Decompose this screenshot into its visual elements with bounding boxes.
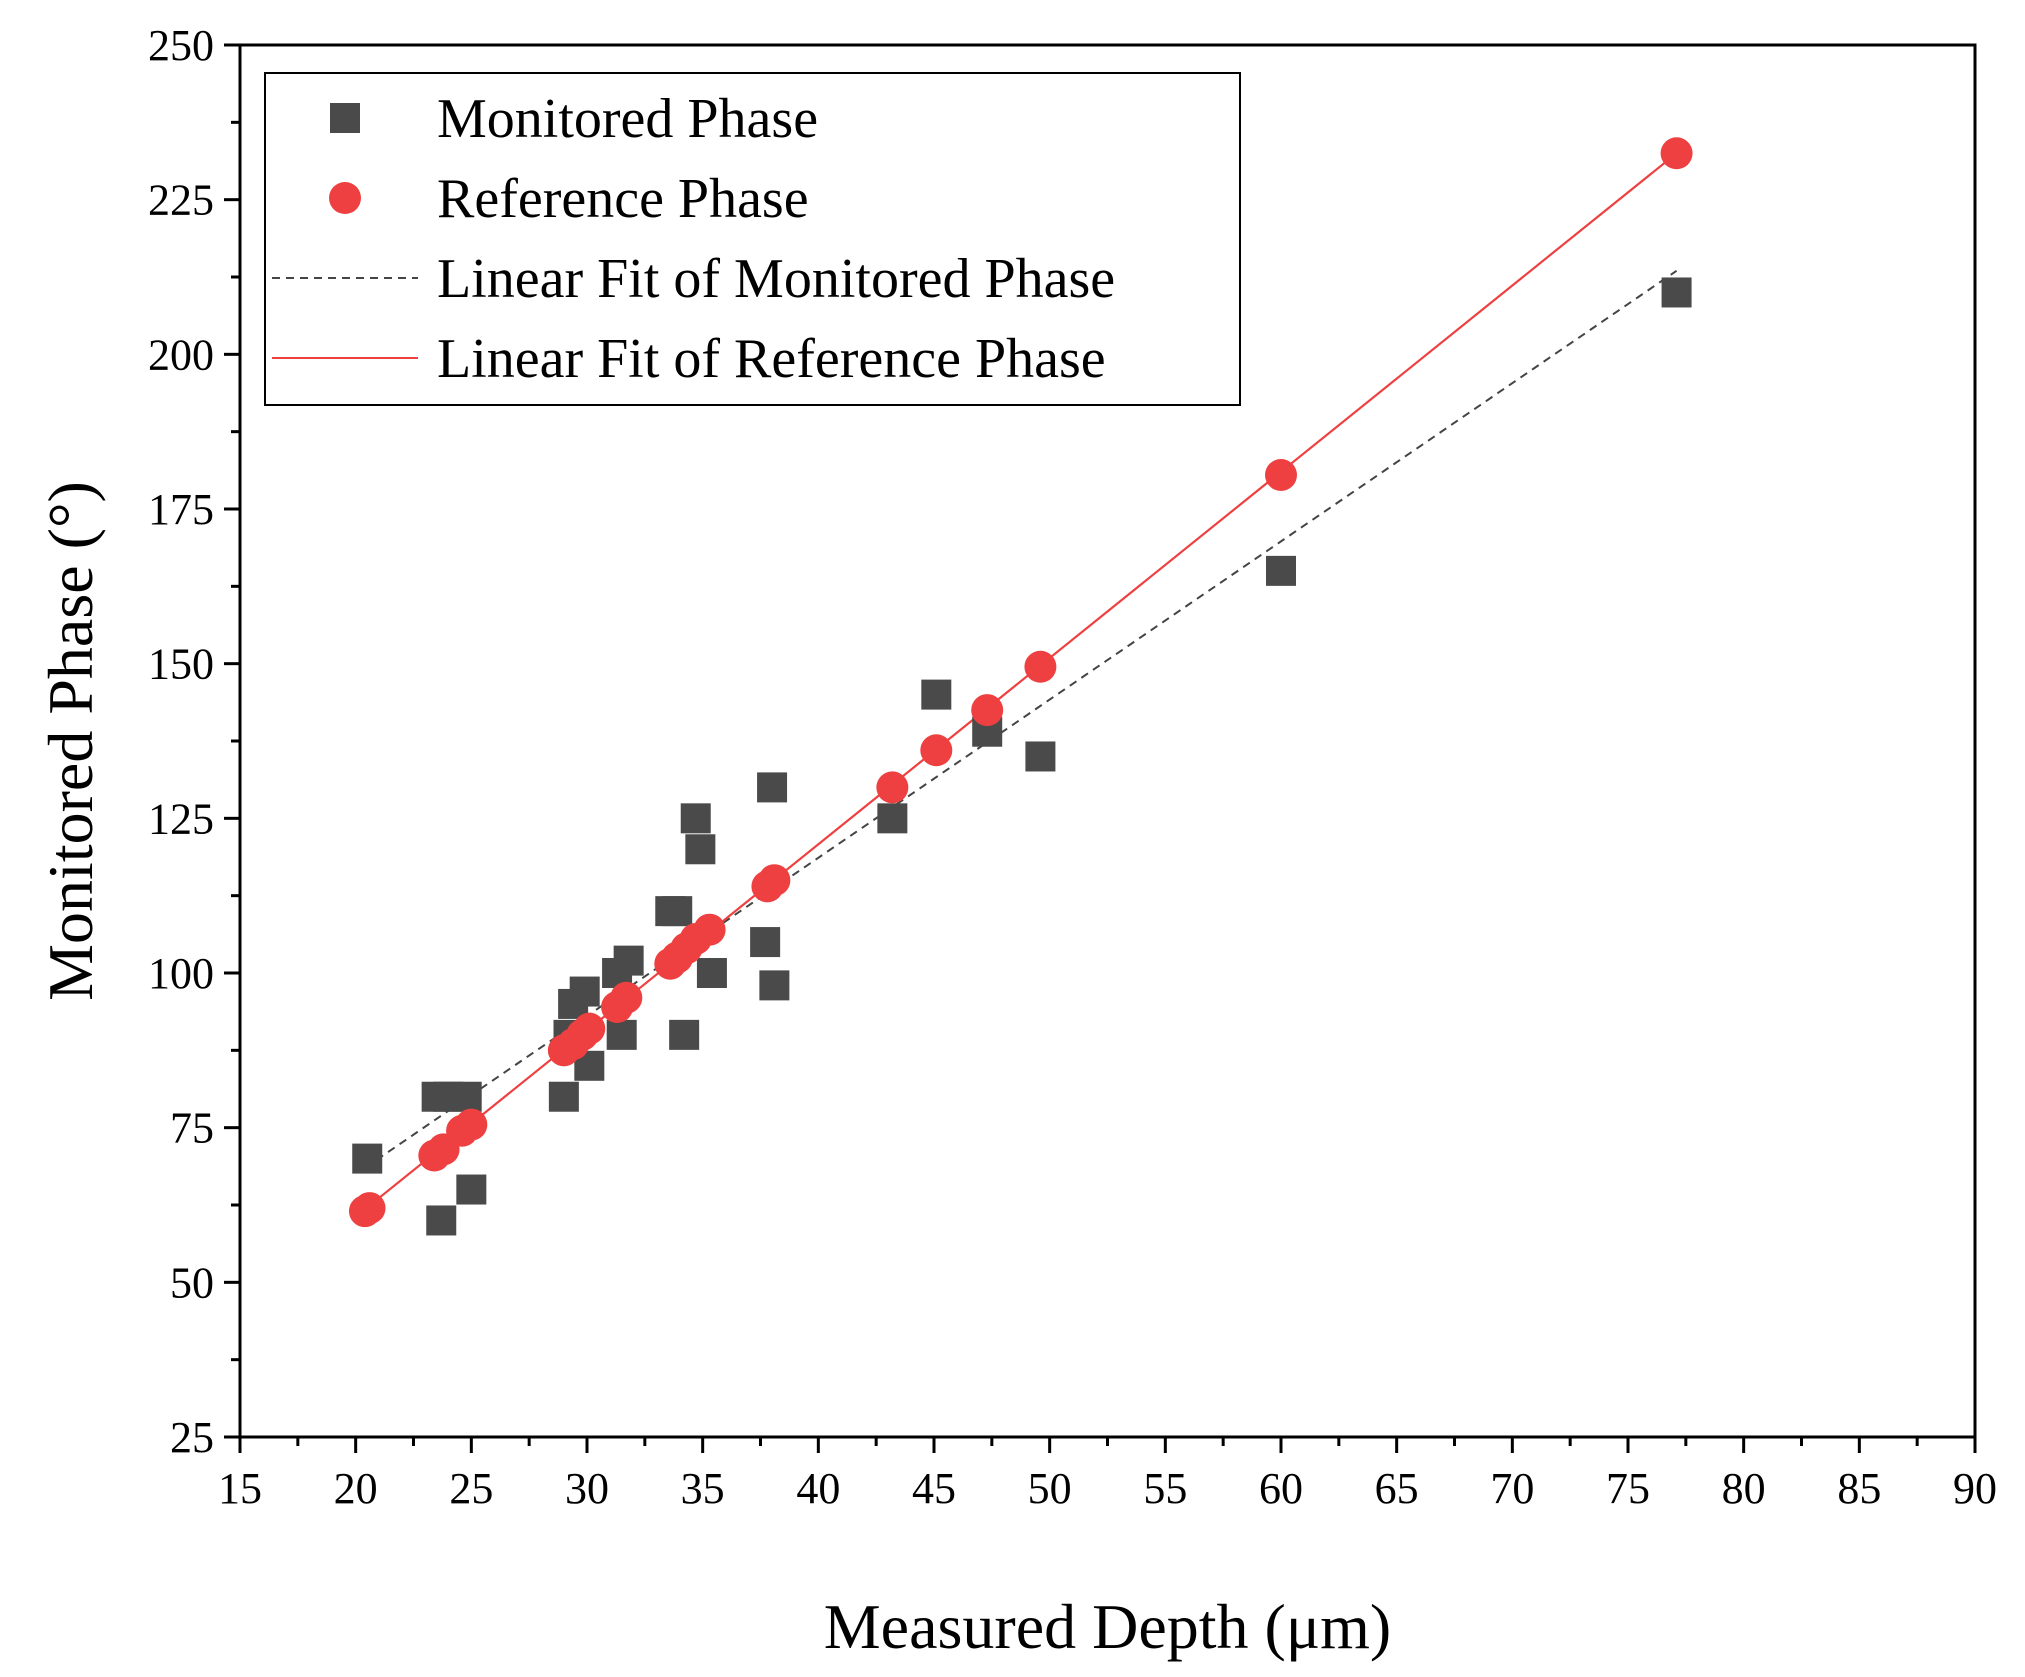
y-tick-label: 25 — [170, 1413, 214, 1462]
legend-symbol-reference-phase — [329, 182, 361, 214]
legend-symbol-monitored-phase — [330, 103, 360, 133]
reference-phase-point — [455, 1108, 488, 1141]
x-tick-label: 65 — [1375, 1464, 1419, 1513]
legend: Monitored Phase Reference Phase Linear Fit… — [264, 72, 1241, 406]
reference-phase-point — [1024, 650, 1057, 683]
y-tick-label: 225 — [148, 176, 214, 225]
reference-phase-point — [353, 1192, 386, 1225]
y-tick-label: 125 — [148, 794, 214, 843]
monitored-phase-point — [680, 803, 711, 834]
legend-label: Linear Fit of Reference Phase — [437, 328, 1106, 390]
y-tick-label: 250 — [148, 21, 214, 70]
y-tick-label: 175 — [148, 485, 214, 534]
monitored-phase-point — [426, 1205, 457, 1236]
reference-phase-point — [758, 864, 791, 897]
x-tick-label: 20 — [334, 1464, 378, 1513]
legend-label: Linear Fit of Monitored Phase — [437, 248, 1115, 310]
x-axis-title: Measured Depth (μm) — [824, 1591, 1391, 1662]
x-tick-label: 30 — [565, 1464, 609, 1513]
monitored-phase-point — [352, 1143, 383, 1174]
monitored-phase-point — [877, 803, 908, 834]
legend-label: Reference Phase — [437, 168, 809, 230]
y-tick-label: 100 — [148, 949, 214, 998]
monitored-phase-point — [1266, 555, 1296, 586]
x-tick-label: 40 — [796, 1464, 840, 1513]
axis-ticks: 15 20 25 30 35 40 45 50 55 60 65 70 75 80 85 90 25 50 75 10… — [148, 21, 1997, 1513]
reference-phase-point — [610, 981, 643, 1014]
reference-phase-point — [573, 1012, 606, 1045]
y-tick-label: 200 — [148, 330, 214, 379]
monitored-phase-point — [685, 834, 716, 865]
reference-phase-point — [876, 771, 909, 804]
monitored-phase-point — [1661, 277, 1692, 308]
x-tick-label: 80 — [1722, 1464, 1766, 1513]
reference-phase-point — [693, 913, 726, 946]
x-tick-label: 50 — [1028, 1464, 1072, 1513]
monitored-phase-point — [757, 772, 788, 803]
x-tick-label: 45 — [912, 1464, 956, 1513]
monitored-phase-point — [569, 976, 600, 1007]
y-tick-label: 50 — [170, 1258, 214, 1307]
y-tick-label: 150 — [148, 640, 214, 689]
monitored-phase-point — [606, 1019, 637, 1050]
monitored-phase-point — [451, 1081, 482, 1112]
reference-phase-point — [920, 734, 953, 767]
monitored-phase-point — [696, 958, 727, 988]
reference-phase-point — [1660, 137, 1693, 170]
y-axis-title: Monitored Phase (°) — [35, 481, 106, 1001]
monitored-phase-point — [669, 1019, 700, 1050]
x-tick-label: 75 — [1606, 1464, 1650, 1513]
data-markers — [348, 137, 1693, 1236]
x-tick-label: 85 — [1837, 1464, 1881, 1513]
legend-label: Monitored Phase — [437, 88, 818, 150]
x-tick-label: 25 — [449, 1464, 493, 1513]
monitored-phase-point — [1025, 741, 1056, 772]
x-tick-label: 55 — [1143, 1464, 1187, 1513]
x-tick-label: 70 — [1490, 1464, 1534, 1513]
reference-phase-point — [971, 694, 1004, 727]
monitored-phase-point — [613, 945, 644, 976]
x-tick-label: 60 — [1259, 1464, 1303, 1513]
monitored-phase-point — [759, 970, 790, 1001]
x-tick-label: 35 — [681, 1464, 725, 1513]
x-tick-label: 90 — [1953, 1464, 1997, 1513]
monitored-phase-point — [921, 679, 952, 710]
y-tick-label: 75 — [170, 1104, 214, 1153]
monitored-phase-point — [750, 927, 781, 958]
monitored-phase-point — [548, 1081, 579, 1112]
x-tick-label: 15 — [218, 1464, 262, 1513]
legend-box — [264, 72, 1241, 406]
monitored-phase-point — [456, 1174, 487, 1205]
reference-phase-point — [1265, 458, 1297, 491]
monitored-phase-point — [662, 896, 693, 927]
